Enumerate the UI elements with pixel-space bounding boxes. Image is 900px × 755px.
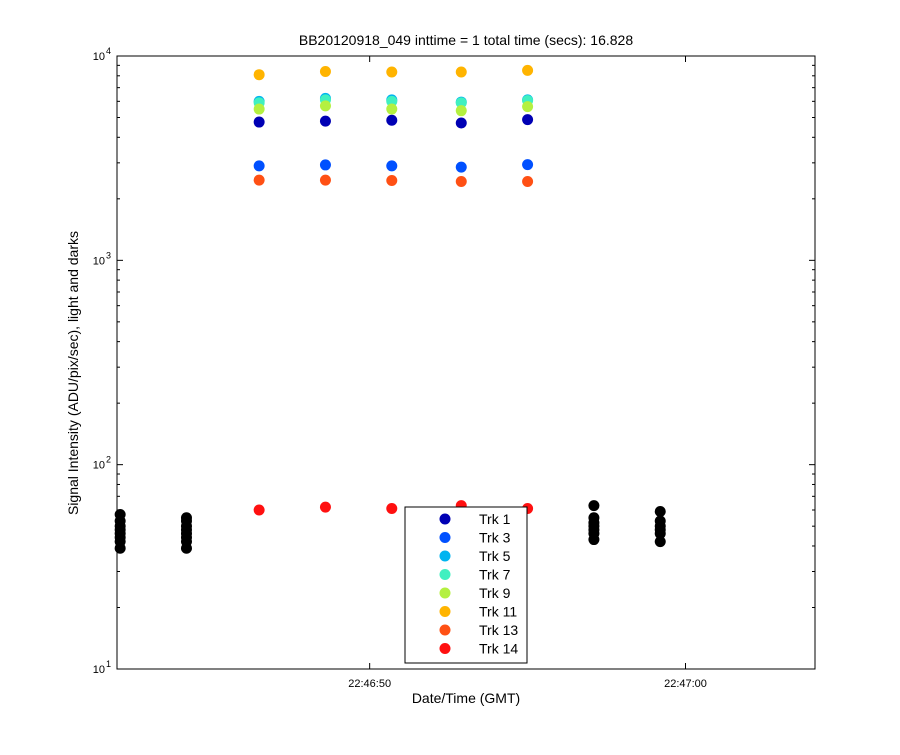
data-point-trk-11	[253, 69, 265, 81]
legend-marker	[439, 587, 451, 599]
legend-label: Trk 7	[479, 567, 511, 583]
legend-marker	[439, 643, 451, 654]
data-point-trk-13	[386, 174, 398, 186]
y-tick-exponent: 2	[106, 455, 111, 465]
data-point-trk-1	[319, 115, 331, 127]
legend-label: Trk 9	[479, 585, 511, 601]
legend-marker	[439, 513, 451, 525]
legend-marker	[439, 569, 451, 580]
data-point-trk-9	[319, 100, 331, 112]
legend-label: Trk 5	[479, 548, 511, 564]
data-point-trk-7	[455, 97, 467, 109]
data-point-trk-9	[386, 103, 398, 115]
legend-box	[404, 506, 528, 664]
data-point-trk-7	[386, 95, 398, 107]
data-point-trk-9	[522, 101, 534, 113]
legend-label: Trk 11	[479, 604, 517, 620]
y-tick-exponent: 1	[106, 659, 111, 669]
data-point-trk-3	[455, 161, 467, 173]
y-tick-exponent: 4	[106, 46, 111, 56]
data-point-trk-13	[455, 176, 467, 188]
data-point-dark	[654, 536, 666, 548]
data-point-trk-3	[522, 159, 534, 171]
data-point-dark	[114, 509, 126, 521]
data-point-trk-1	[386, 114, 398, 126]
x-tick-label: 22:47:00	[664, 678, 707, 690]
legend-marker	[439, 624, 451, 636]
data-point-trk-11	[319, 65, 331, 77]
data-point-dark	[654, 505, 666, 517]
data-point-trk-1	[455, 117, 467, 129]
x-tick-label: 22:46:50	[348, 678, 391, 690]
data-point-trk-11	[455, 66, 467, 78]
data-point-trk-1	[253, 116, 265, 128]
data-point-trk-3	[253, 160, 265, 172]
data-point-trk-1	[522, 114, 534, 126]
data-point-trk-14	[319, 501, 331, 513]
chart-title: BB20120918_049 inttime = 1 total time (s…	[298, 32, 634, 48]
y-axis-label: Signal Intensity (ADU/pix/sec), light an…	[65, 231, 81, 516]
data-point-trk-11	[522, 64, 534, 76]
data-point-trk-13	[319, 174, 331, 186]
legend-label: Trk 1	[479, 511, 511, 527]
data-point-dark	[654, 515, 666, 527]
data-point-trk-3	[386, 160, 398, 172]
data-point-trk-9	[253, 103, 265, 115]
data-point-trk-13	[253, 174, 265, 186]
y-tick-exponent: 3	[106, 250, 111, 260]
legend-marker	[439, 550, 451, 562]
data-point-trk-3	[319, 159, 331, 171]
data-point-trk-13	[522, 176, 534, 188]
legend-label: Trk 14	[479, 641, 518, 657]
legend-marker	[439, 532, 451, 543]
data-point-trk-14	[386, 503, 398, 515]
y-tick-label: 10	[93, 460, 105, 472]
y-tick-label: 10	[93, 255, 105, 267]
data-point-dark	[588, 512, 600, 524]
data-point-dark	[180, 512, 192, 524]
legend-label: Trk 3	[479, 530, 511, 546]
data-point-trk-14	[253, 504, 265, 516]
data-point-trk-9	[455, 105, 467, 117]
data-point-trk-11	[386, 66, 398, 78]
legend-marker	[439, 606, 451, 617]
y-tick-label: 10	[93, 664, 105, 676]
y-tick-label: 10	[93, 51, 105, 63]
data-point-dark	[588, 500, 600, 512]
legend-label: Trk 13	[479, 622, 518, 638]
x-axis-label: Date/Time (GMT)	[411, 690, 521, 706]
